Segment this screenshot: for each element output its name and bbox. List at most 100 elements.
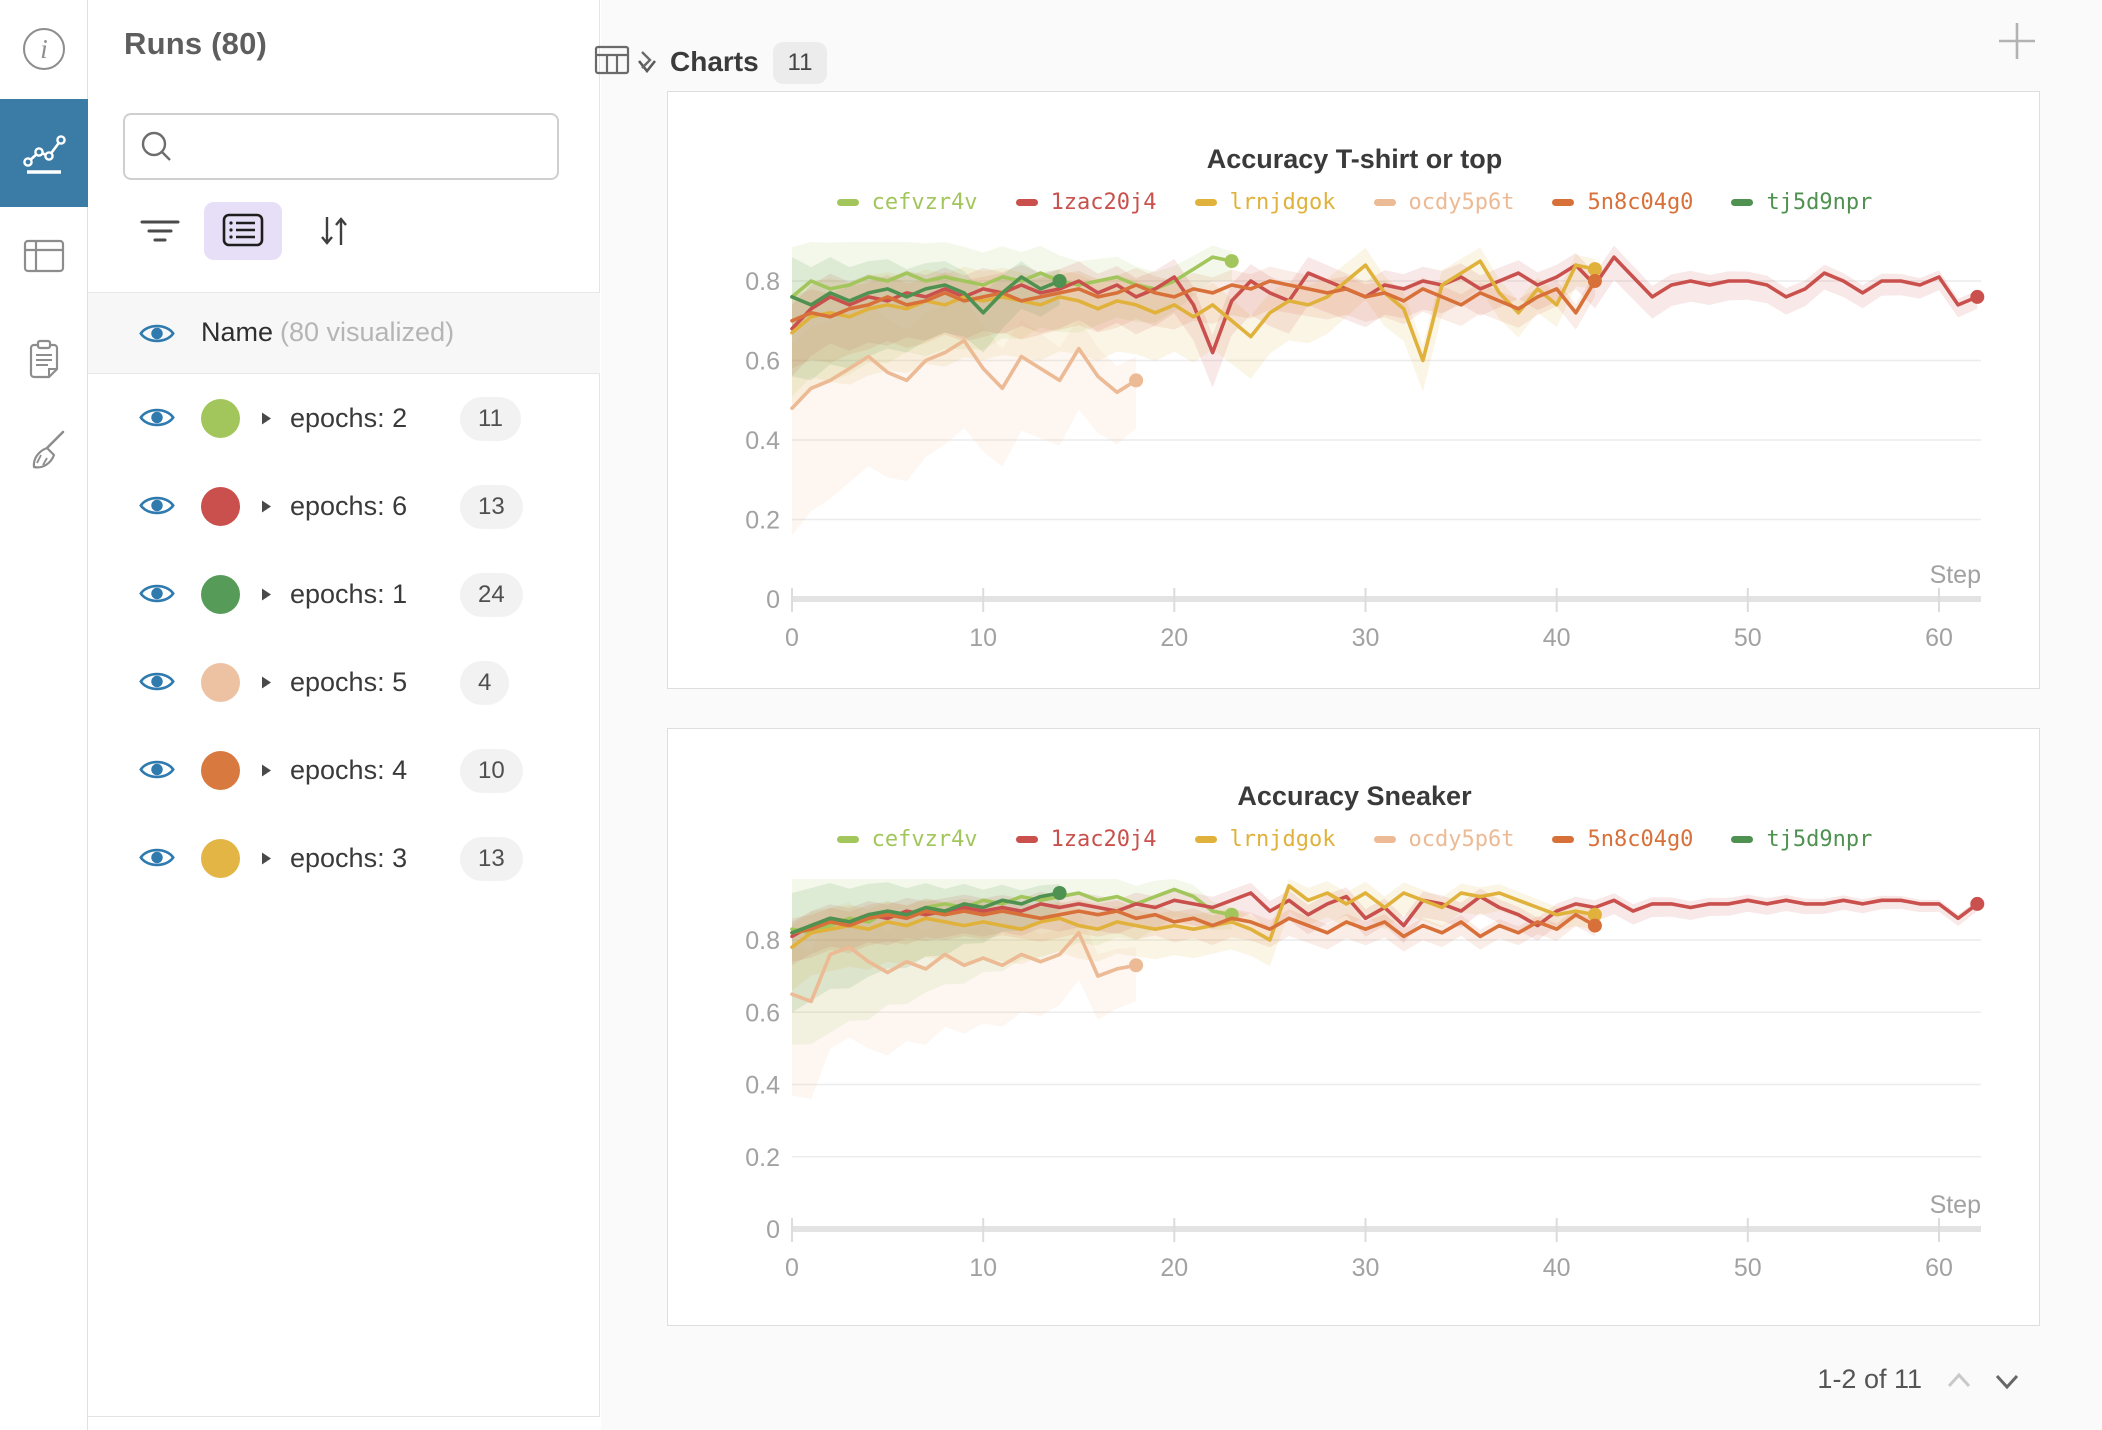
legend-swatch [836,199,859,206]
runs-table-icon [593,43,633,80]
svg-text:10: 10 [969,624,997,652]
chart-plot: 0 10 20 30 40 50 60 0.2 0.4 0.6 0.8 0 Step [745,242,1985,652]
run-color-dot [201,663,240,702]
run-color-dot [201,487,240,526]
legend-run-name: ocdy5p6t [1408,190,1515,215]
chevron-down-icon [1989,1374,2025,1398]
svg-text:0.4: 0.4 [745,427,780,455]
svg-text:0: 0 [766,1216,780,1244]
chevron-up-icon [1941,1372,1977,1398]
legend-swatch [1731,836,1754,843]
sidebar-item-tables[interactable] [0,222,88,292]
filter-icon [137,216,183,249]
chart-panel-1[interactable]: 0 10 20 30 40 50 60 0.2 0.4 0.6 0.8 0 Step Accuracy … [667,91,2040,689]
run-group-label: epochs: 4 [290,755,408,785]
svg-text:10: 10 [969,1254,997,1282]
legend-item[interactable]: lrnjdgok [1194,827,1336,852]
broom-icon [19,424,69,477]
legend-swatch [1552,199,1575,206]
run-group-row[interactable]: epochs: 3 13 [88,814,600,902]
caret-right-icon[interactable] [260,410,273,432]
svg-text:20: 20 [1160,1254,1188,1282]
svg-text:0.2: 0.2 [745,507,780,535]
caret-right-icon[interactable] [260,498,273,520]
caret-right-icon[interactable] [260,674,273,696]
sidebar-item-info[interactable]: i [0,0,88,100]
expand-runs-table-button[interactable] [593,40,663,82]
list-view-icon [222,213,264,250]
eye-icon[interactable] [139,757,175,787]
legend-item[interactable]: cefvzr4v [836,827,978,852]
clipboard-icon [20,336,68,387]
legend-swatch [1373,836,1396,843]
caret-right-icon[interactable] [260,586,273,608]
run-count-badge: 10 [460,749,523,793]
run-group-row[interactable]: epochs: 4 10 [88,726,600,814]
eye-icon[interactable] [139,581,175,611]
svg-text:60: 60 [1925,1254,1953,1282]
svg-text:Step: Step [1930,1191,1981,1219]
run-group-label: epochs: 5 [290,667,408,697]
filter-runs-button[interactable] [132,208,188,256]
legend-item[interactable]: tj5d9npr [1731,190,1872,215]
run-group-row[interactable]: epochs: 2 11 [88,374,600,462]
eye-icon[interactable] [139,845,175,875]
visualized-summary-row: Name (80 visualized) [88,292,600,374]
legend-item[interactable]: lrnjdgok [1194,190,1336,215]
legend-swatch [1015,199,1038,206]
legend-run-name: cefvzr4v [871,827,978,852]
svg-text:0: 0 [785,1254,799,1282]
plus-icon [1993,22,2041,68]
legend-item[interactable]: ocdy5p6t [1373,827,1514,852]
legend-run-name: 5n8c04g0 [1587,827,1694,852]
chart-panel-2[interactable]: 0 10 20 30 40 50 60 0.2 0.4 0.6 0.8 0 Step Accuracy … [667,728,2040,1326]
app-icon-rail: i [0,0,88,1430]
collapse-charts-button[interactable] [627,50,667,84]
run-count-badge: 13 [460,837,523,881]
eye-icon[interactable] [139,493,175,523]
runs-panel: Runs (80) [88,0,652,1430]
next-page-button[interactable] [1985,1362,2029,1402]
legend-item[interactable]: 5n8c04g0 [1552,827,1693,852]
legend-run-name: tj5d9npr [1766,190,1873,215]
caret-right-icon[interactable] [260,762,273,784]
legend-run-name: 1zac20j4 [1050,827,1157,852]
charts-section-header: Charts 11 [601,0,2102,91]
sidebar-item-cleaner[interactable] [0,414,88,486]
svg-text:30: 30 [1352,1254,1380,1282]
svg-text:0.6: 0.6 [745,348,780,376]
chart-plot: 0 10 20 30 40 50 60 0.2 0.4 0.6 0.8 0 Step [745,879,1985,1282]
chevron-right-icon [637,45,655,78]
legend-item[interactable]: 1zac20j4 [1015,190,1157,215]
eye-icon[interactable] [139,321,175,351]
run-group-label: epochs: 6 [290,491,408,521]
legend-item[interactable]: 5n8c04g0 [1552,190,1693,215]
svg-text:50: 50 [1734,624,1762,652]
sort-runs-button[interactable] [308,208,360,256]
sidebar-item-charts[interactable] [0,99,88,207]
run-group-row[interactable]: epochs: 6 13 [88,462,600,550]
run-group-row[interactable]: epochs: 1 24 [88,550,600,638]
run-count-badge: 11 [460,397,521,441]
add-panel-button[interactable] [1989,14,2045,70]
sidebar-item-notes[interactable] [0,326,88,396]
eye-icon[interactable] [139,669,175,699]
search-input[interactable] [123,113,559,180]
legend-item[interactable]: ocdy5p6t [1373,190,1515,215]
eye-icon[interactable] [139,405,175,435]
caret-right-icon[interactable] [260,850,273,872]
pagination-label: 1-2 of 11 [1817,1364,1922,1394]
legend-item[interactable]: cefvzr4v [836,190,978,215]
run-group-label: epochs: 1 [290,579,408,609]
group-list-view-button[interactable] [204,202,282,260]
legend-item[interactable]: 1zac20j4 [1015,827,1157,852]
run-group-row[interactable]: epochs: 5 4 [88,638,600,726]
legend-swatch [1194,836,1217,843]
svg-text:50: 50 [1734,1254,1762,1282]
previous-page-button[interactable] [1937,1362,1981,1402]
legend-item[interactable]: tj5d9npr [1731,827,1872,852]
run-group-label: epochs: 3 [290,843,408,873]
visualized-count-note: (80 visualized) [280,317,455,347]
legend-swatch [1015,836,1038,843]
charts-area: Charts 11 0 10 20 30 40 50 60 0.2 0.4 0.6 0.8 0 Step… [601,0,2102,1430]
